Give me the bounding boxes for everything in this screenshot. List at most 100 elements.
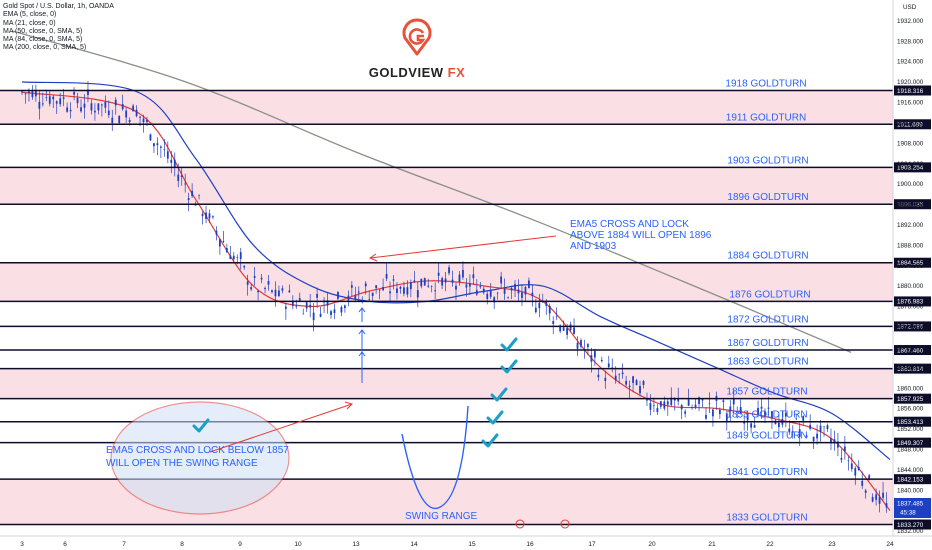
- candle-body: [59, 98, 62, 105]
- candle-body: [416, 290, 419, 298]
- candle-body: [861, 480, 864, 486]
- candle-body: [729, 406, 732, 412]
- candle-body: [375, 285, 378, 289]
- candle-body: [864, 490, 867, 493]
- candle-body: [451, 279, 454, 283]
- level-price-tag-9: [894, 393, 931, 404]
- symbol-title[interactable]: Gold Spot / U.S. Dollar, 1h, OANDA: [3, 3, 114, 10]
- check-icon-4: [481, 433, 499, 448]
- price-tick-19: 1856.000: [897, 406, 924, 413]
- candle-body: [694, 404, 697, 408]
- time-axis[interactable]: 3 6 7 8 9 10 13 14 15 16 17 20 21 22 23 24: [0, 535, 932, 548]
- candle-body: [680, 405, 683, 410]
- candle-body: [823, 426, 825, 428]
- candle-body: [295, 306, 298, 307]
- level-price-tag-13: [894, 519, 931, 530]
- countdown-text: 45:38: [900, 509, 916, 516]
- brand-name: GOLDVIEW: [368, 65, 444, 80]
- level-price-tag-text-6: 1872.086: [897, 324, 924, 331]
- level-price-tag-text-5: 1876.983: [897, 299, 924, 306]
- legend-ma21[interactable]: MA (21, close, 0): [3, 19, 56, 27]
- level-price-tag-4: [894, 257, 931, 268]
- swing-ellipse: [110, 401, 290, 515]
- candle-body: [28, 91, 30, 93]
- level-price-tag-10: [894, 416, 931, 427]
- candle-body: [531, 292, 534, 297]
- candle-body: [559, 325, 562, 332]
- level-label-2: 1903 GOLDTURN: [727, 155, 808, 166]
- candle-body: [857, 466, 860, 471]
- candle-body: [357, 291, 360, 293]
- candle-body: [618, 374, 621, 375]
- candle-body: [656, 408, 659, 412]
- price-tick-15: 1872.000: [897, 324, 924, 331]
- level-price-tag-6: [894, 321, 931, 332]
- candle-body: [802, 416, 805, 421]
- candle-body: [368, 299, 371, 300]
- level-price-tag-2: [894, 162, 931, 173]
- level-price-tag-text-7: 1867.460: [897, 347, 924, 354]
- candle-body: [191, 190, 194, 197]
- candle-body: [267, 280, 270, 285]
- candle-body: [885, 503, 888, 508]
- level-label-6: 1872 GOLDTURN: [727, 314, 808, 325]
- candle-body: [142, 118, 145, 123]
- candle-body: [212, 216, 214, 218]
- up-arrow-head-1: [358, 329, 366, 335]
- time-tick-2: 7: [122, 541, 126, 548]
- up-arrow-head-0: [358, 307, 366, 313]
- candle-body: [111, 117, 114, 124]
- legend-ma84[interactable]: MA (84, close, 0, SMA, 5): [3, 36, 83, 44]
- candle-body: [604, 377, 607, 381]
- candle-body: [479, 286, 482, 288]
- candle-body: [854, 468, 857, 476]
- candle-body: [184, 183, 187, 185]
- candle-body: [805, 435, 808, 438]
- level-price-tag-text-11: 1849.307: [897, 440, 924, 447]
- legend-ema5[interactable]: EMA (5, close, 0): [3, 11, 57, 19]
- candle-body: [382, 287, 384, 291]
- candle-body: [639, 386, 641, 394]
- candle-body: [573, 327, 575, 334]
- candle-body: [486, 293, 489, 299]
- price-tick-8: 1900.000: [897, 181, 924, 188]
- level-price-tag-text-0: 1918.316: [897, 88, 924, 95]
- candle-body: [607, 363, 610, 368]
- check-icon-2: [490, 387, 508, 402]
- candle-body: [628, 385, 631, 388]
- candle-body: [830, 438, 832, 443]
- candle-body: [489, 290, 492, 297]
- candle-body: [354, 295, 357, 300]
- time-tick-9: 16: [526, 541, 534, 548]
- candle-body: [326, 300, 329, 306]
- price-tick-0: 1932.000: [897, 18, 924, 25]
- candle-body: [718, 409, 721, 415]
- candle-body: [611, 367, 614, 369]
- candle-body: [760, 406, 763, 409]
- level-label-7: 1867 GOLDTURN: [727, 338, 808, 349]
- legend-ma50[interactable]: MA (50, close, 0, SMA, 5): [3, 27, 83, 35]
- candle-body: [333, 309, 336, 314]
- candle-body: [642, 381, 645, 385]
- logo-pin-icon: [402, 18, 432, 56]
- level-price-tag-text-4: 1884.565: [897, 260, 924, 267]
- ma200-line-layer: [11, 30, 852, 353]
- flag-marker: [560, 519, 570, 529]
- candle-body: [76, 97, 79, 104]
- time-tick-7: 14: [410, 541, 418, 548]
- candle-body: [448, 267, 450, 274]
- candle-body: [590, 355, 593, 362]
- price-tick-20: 1852.000: [897, 426, 924, 433]
- price-axis[interactable]: USD 1932.000 1928.000 1924.000 1920.000 1916.…: [892, 0, 932, 550]
- annotation-text-4: WILL OPEN THE SWING RANGE: [106, 458, 258, 469]
- time-tick-8: 15: [468, 541, 476, 548]
- legend-ma200[interactable]: MA (200, close, 0, SMA, 5): [3, 44, 87, 52]
- candle-body: [201, 213, 204, 217]
- annotation-text-1: ABOVE 1884 WILL OPEN 1896: [570, 230, 712, 241]
- level-price-tag-text-12: 1842.153: [897, 476, 924, 483]
- candle-body: [795, 418, 798, 420]
- candle-body: [826, 425, 829, 430]
- candle-body: [708, 403, 711, 404]
